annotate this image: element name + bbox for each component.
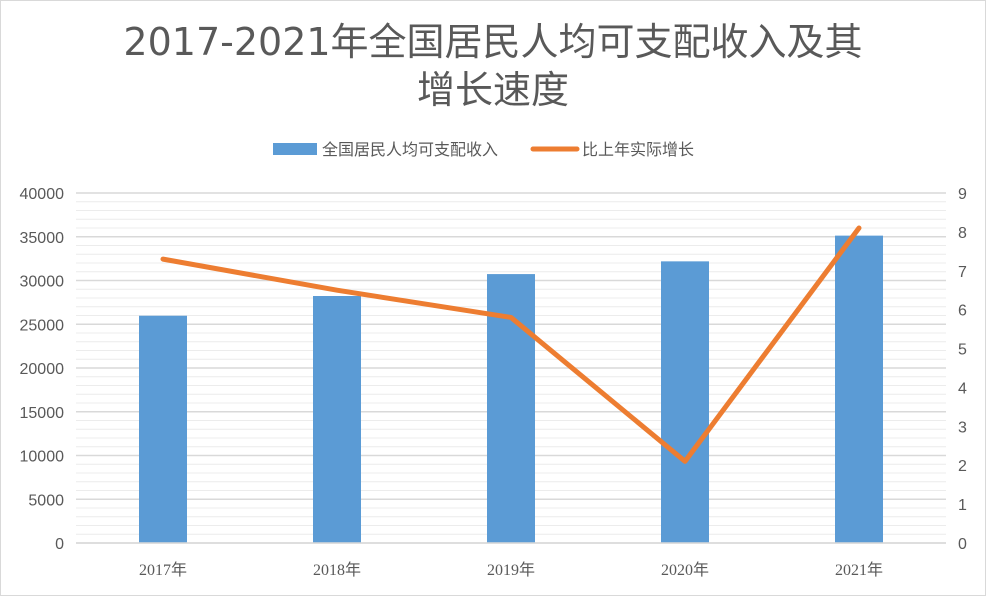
x-axis-tick: 2020年 [661, 561, 709, 579]
x-axis-tick: 2017年 [139, 561, 187, 579]
right-axis-tick: 9 [958, 186, 967, 203]
left-axis-tick: 20000 [20, 361, 65, 378]
x-axis-tick: 2019年 [487, 561, 535, 579]
bar-2020年 [661, 261, 709, 543]
right-axis-tick: 4 [958, 380, 967, 397]
right-axis-tick: 3 [958, 419, 967, 436]
bar-2018年 [313, 296, 361, 543]
bar-2021年 [835, 235, 883, 543]
left-axis-tick: 5000 [28, 492, 64, 509]
right-axis-tick: 1 [958, 497, 967, 514]
right-axis-tick: 6 [958, 303, 967, 320]
chart-title: 2017-2021年全国居民人均可支配收入及其 增长速度 [0, 18, 986, 114]
bar-2017年 [139, 315, 187, 543]
right-axis-tick: 8 [958, 225, 967, 242]
legend-bar-label: 全国居民人均可支配收入 [322, 140, 498, 159]
left-axis-tick: 35000 [20, 230, 65, 247]
x-axis-tick: 2021年 [835, 561, 883, 579]
left-axis-tick: 15000 [20, 405, 65, 422]
legend-line-label: 比上年实际增长 [582, 140, 694, 159]
right-axis-tick: 5 [958, 342, 967, 359]
left-axis-tick: 30000 [20, 274, 65, 291]
legend-bar-swatch [273, 143, 317, 155]
left-axis-tick: 0 [55, 536, 64, 553]
left-axis-tick: 10000 [20, 449, 65, 466]
right-axis-tick: 7 [958, 264, 967, 281]
right-axis-tick: 0 [958, 536, 967, 553]
left-axis-tick: 25000 [20, 317, 65, 334]
title-line-2: 增长速度 [416, 68, 569, 112]
title-line-1: 2017-2021年全国居民人均可支配收入及其 [123, 20, 863, 64]
right-axis-tick: 2 [958, 458, 967, 475]
x-axis-tick: 2018年 [313, 561, 361, 579]
left-axis-tick: 40000 [20, 186, 65, 203]
